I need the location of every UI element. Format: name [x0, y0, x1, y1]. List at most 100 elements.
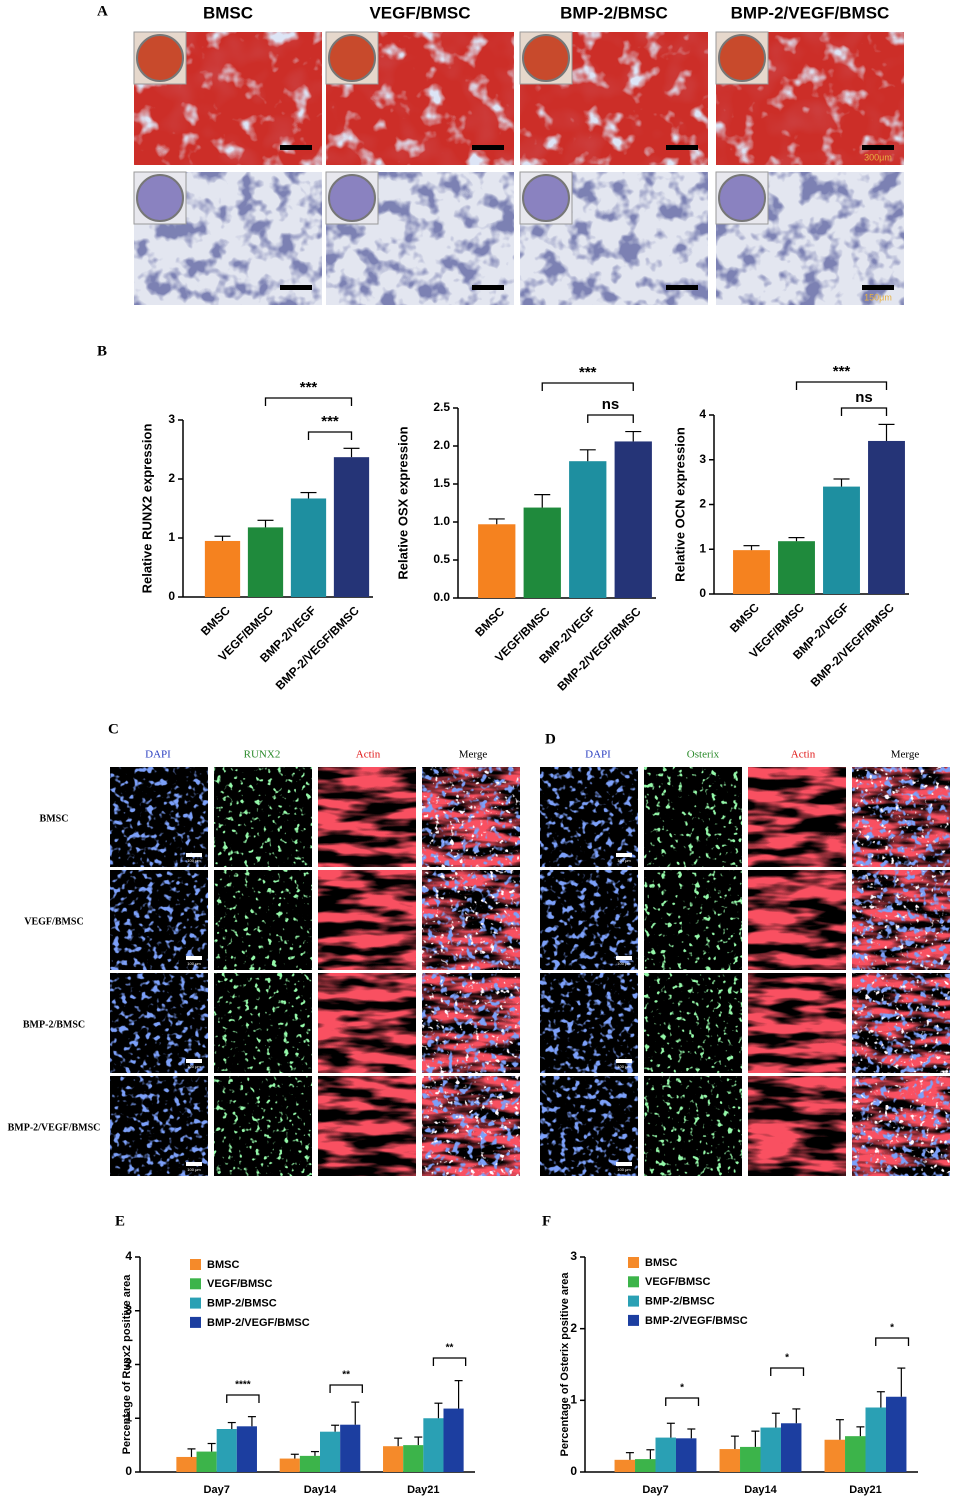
y-tick-label: 1 — [125, 1410, 132, 1424]
texture — [644, 870, 742, 970]
texture — [110, 973, 208, 1073]
y-tick-label: 4 — [125, 1249, 132, 1263]
legend-swatch — [190, 1316, 201, 1328]
texture — [422, 973, 520, 1073]
significance-label: ** — [446, 1343, 454, 1354]
significance-label: * — [785, 1353, 789, 1364]
texture — [214, 870, 312, 970]
bar — [885, 1396, 907, 1472]
legend-label: BMSC — [645, 1257, 677, 1269]
inset-well — [136, 34, 184, 82]
error-bar — [751, 1430, 760, 1447]
column-header: BMSC — [203, 3, 253, 22]
significance-bracket — [226, 1394, 260, 1403]
bar — [523, 507, 561, 598]
texture — [852, 870, 950, 970]
bar — [443, 1408, 464, 1472]
scale-bar — [616, 1162, 632, 1166]
scale-bar — [862, 285, 894, 290]
significance-bracket — [665, 1397, 700, 1406]
texture — [540, 767, 638, 867]
significance-bracket — [875, 1337, 910, 1346]
error-bar — [730, 1435, 739, 1450]
error-bar — [897, 1367, 906, 1397]
bar — [333, 457, 370, 597]
x-tick-label: Day7 — [642, 1484, 668, 1496]
inset-well — [522, 174, 570, 222]
inset-well — [136, 174, 184, 222]
y-tick-label: 1 — [570, 1393, 577, 1407]
error-bar — [878, 423, 895, 441]
x-tick-label: BMSC — [727, 600, 762, 635]
texture — [852, 1076, 950, 1176]
row-label: VEGF/BMSC — [24, 916, 83, 927]
y-tick-label: 3 — [699, 452, 706, 466]
bar — [740, 1446, 761, 1472]
column-header: Merge — [459, 749, 488, 761]
scale-bar-label: 150μm — [864, 292, 892, 302]
y-axis-title: Percentage of Runx2 positive area — [121, 1274, 133, 1455]
scale-bar-label: 100 μm — [617, 1064, 631, 1069]
significance-bracket — [770, 1367, 805, 1376]
error-bar — [488, 518, 505, 525]
error-bar — [687, 1428, 696, 1439]
y-tick-label: 0 — [125, 1464, 132, 1478]
significance-label: ns — [855, 389, 873, 406]
x-tick-label: BMP-2/VEGF/BMSC — [808, 600, 897, 689]
texture — [540, 1076, 638, 1176]
significance-label: **** — [235, 1380, 251, 1391]
y-tick-label: 2.5 — [433, 400, 450, 414]
y-tick-label: 1.5 — [433, 476, 450, 490]
y-tick-label: 0.0 — [433, 590, 450, 604]
significance-bracket — [840, 407, 888, 416]
legend-swatch — [628, 1257, 639, 1268]
column-header: RUNX2 — [244, 749, 281, 761]
texture — [422, 870, 520, 970]
x-tick-label: Day21 — [407, 1484, 439, 1496]
bar — [279, 1458, 300, 1472]
scale-bar — [186, 1162, 202, 1166]
texture — [748, 973, 846, 1073]
scale-bar — [186, 853, 202, 857]
bar — [569, 461, 607, 598]
y-tick-label: 1.0 — [433, 514, 450, 528]
significance-bracket — [432, 1357, 467, 1366]
texture — [422, 1076, 520, 1176]
error-bar — [394, 1437, 403, 1447]
panel-label: E — [115, 1213, 125, 1229]
scale-bar-label: 100 μm — [187, 1167, 201, 1172]
scale-bar-label: 100 μm — [617, 961, 631, 966]
significance-bracket — [795, 381, 888, 390]
texture — [540, 870, 638, 970]
significance-bracket — [307, 431, 353, 440]
scale-bar-label: 300μm — [864, 152, 892, 162]
panel-label: C — [108, 721, 119, 737]
x-tick-label: BMSC — [472, 604, 507, 639]
legend-label: VEGF/BMSC — [645, 1276, 710, 1288]
scale-bar — [186, 1059, 202, 1063]
error-bar — [414, 1436, 423, 1446]
error-bar — [788, 537, 805, 542]
significance-bracket — [329, 1384, 363, 1393]
scale-bar-label: 100 μm — [187, 961, 201, 966]
bar — [635, 1459, 656, 1472]
x-tick-label: Day14 — [304, 1484, 337, 1496]
error-bar — [187, 1448, 196, 1457]
bar — [733, 550, 770, 594]
panel-label: B — [97, 343, 107, 359]
bar — [320, 1431, 341, 1472]
bar — [299, 1455, 320, 1472]
significance-bracket — [541, 382, 634, 391]
scale-bar-label: 100 μm — [617, 1167, 631, 1172]
bar — [655, 1437, 676, 1472]
texture — [214, 1076, 312, 1176]
legend-label: BMP-2/VEGF/BMSC — [207, 1317, 310, 1329]
texture — [214, 767, 312, 867]
error-bar — [343, 447, 360, 458]
texture — [318, 767, 416, 867]
legend-swatch — [190, 1259, 201, 1270]
y-tick-label: 0.5 — [433, 552, 450, 566]
texture — [748, 767, 846, 867]
row-label: BMSC — [40, 813, 69, 824]
